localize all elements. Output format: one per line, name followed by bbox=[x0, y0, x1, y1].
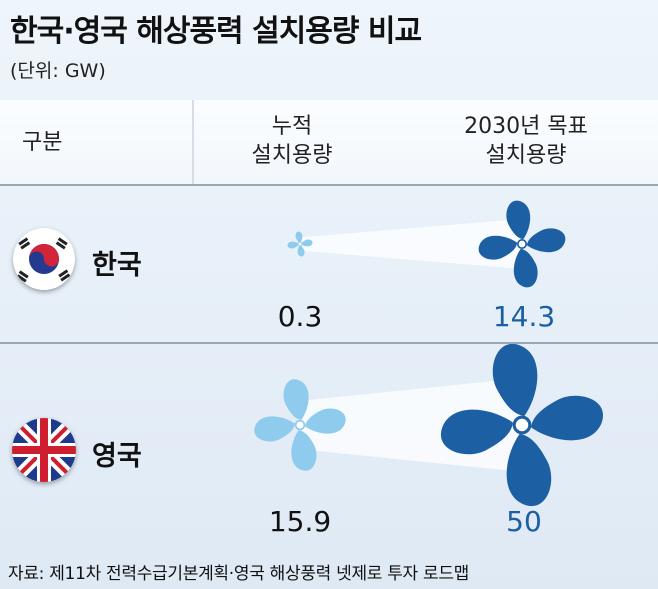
fan-current-hub bbox=[297, 241, 303, 247]
value-target-korea: 14.3 bbox=[492, 300, 556, 333]
uk-flag-icon bbox=[12, 418, 76, 482]
header-target: 2030년 목표 설치용량 bbox=[436, 112, 616, 170]
fan-target-blade bbox=[513, 248, 538, 288]
value-current-korea: 0.3 bbox=[277, 300, 323, 333]
fan-target-blade bbox=[440, 409, 513, 455]
fan-current-hub bbox=[294, 419, 306, 431]
unit-label: (단위: GW) bbox=[10, 60, 106, 82]
fan-current-blade bbox=[305, 408, 346, 434]
fan-current bbox=[287, 231, 313, 257]
country-label-korea: 한국 bbox=[92, 250, 142, 281]
fan-current-blade bbox=[295, 231, 303, 243]
source-note: 자료: 제11차 전력수급기본계획·영국 해상풍력 넷제로 투자 로드맵 bbox=[8, 564, 470, 584]
fan-current-blade bbox=[254, 416, 295, 442]
growth-beam bbox=[300, 378, 522, 472]
header-current: 누적 설치용량 bbox=[232, 112, 352, 170]
fan-target-hub bbox=[512, 415, 532, 435]
header-category: 구분 bbox=[22, 130, 63, 155]
growth-beam bbox=[300, 218, 522, 270]
fan-target-blade bbox=[492, 343, 538, 416]
header-target-line2: 설치용량 bbox=[485, 143, 567, 168]
header-divider bbox=[192, 100, 194, 184]
header-row-divider bbox=[0, 184, 658, 186]
fan-current-blade bbox=[283, 379, 309, 420]
value-current-uk: 15.9 bbox=[268, 505, 332, 538]
fan-target-blade bbox=[478, 235, 518, 260]
value-target-uk: 50 bbox=[506, 505, 542, 538]
fan-current-blade bbox=[291, 430, 317, 471]
fan-target-blade bbox=[506, 200, 531, 240]
chart-title: 한국·영국 해상풍력 설치용량 비교 bbox=[10, 14, 422, 49]
fan-target-blade bbox=[526, 228, 566, 253]
country-label-uk: 영국 bbox=[92, 441, 142, 472]
fan-target-blade bbox=[531, 395, 604, 441]
fan-current-blade bbox=[287, 241, 299, 249]
fan-current bbox=[254, 379, 346, 471]
fan-current-blade bbox=[297, 245, 305, 257]
header-target-line1: 2030년 목표 bbox=[464, 114, 588, 139]
fan-current-blade bbox=[301, 239, 313, 247]
fan-target bbox=[478, 200, 566, 288]
fan-target-blade bbox=[506, 434, 552, 507]
table-header bbox=[0, 100, 658, 184]
row-divider bbox=[0, 342, 658, 344]
header-current-line2: 설치용량 bbox=[251, 143, 333, 168]
korea-flag-icon bbox=[13, 228, 75, 290]
fan-target-hub bbox=[516, 238, 528, 250]
fan-target bbox=[440, 343, 604, 507]
header-current-line1: 누적 bbox=[271, 114, 313, 139]
